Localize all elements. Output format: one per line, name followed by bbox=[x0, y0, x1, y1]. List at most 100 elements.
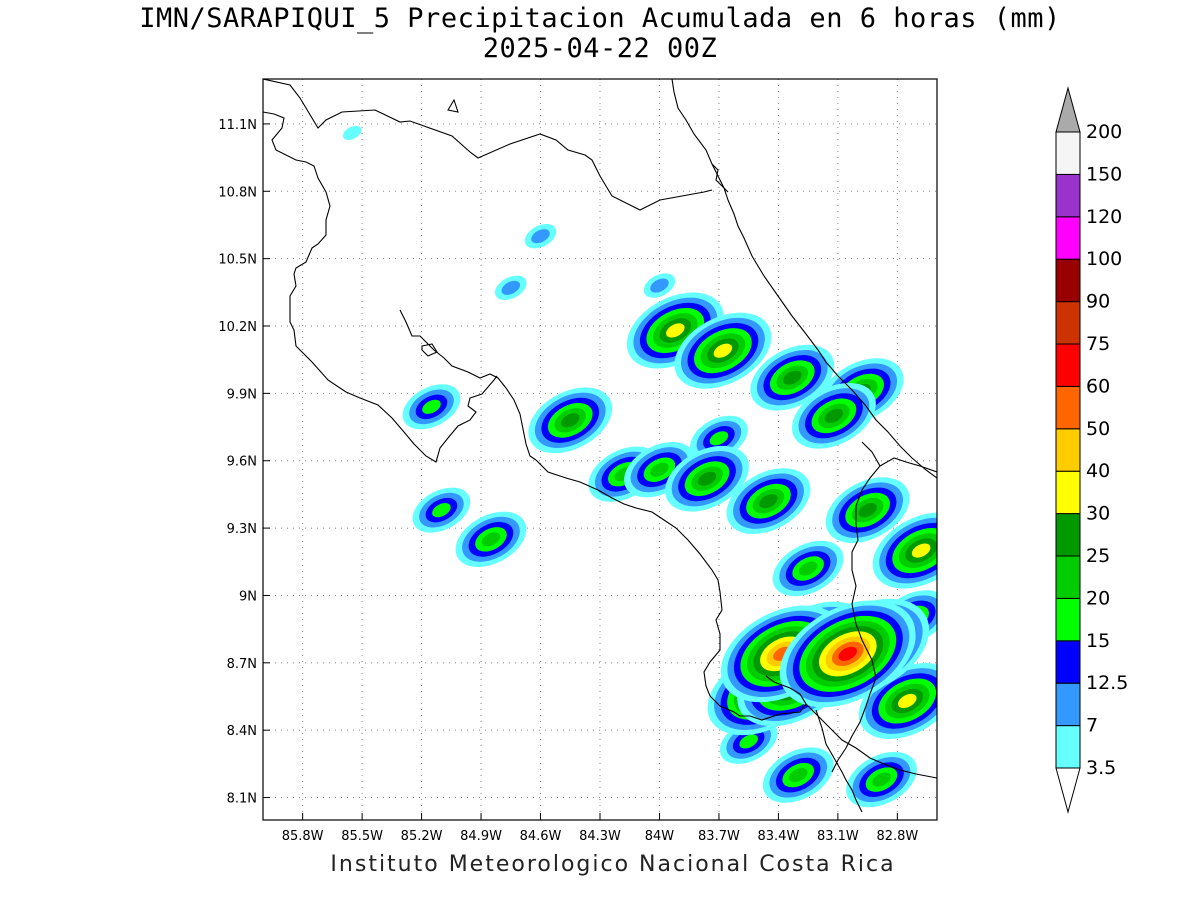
latitude-axis: 11.1N 10.8N 10.5N 10.2N 9.9N 9.6N 9.3N 9N 8.7N 8.… bbox=[218, 118, 270, 807]
precip-cell bbox=[846, 751, 917, 808]
colorbar-label: 200 bbox=[1086, 121, 1122, 143]
precip-contour-level-5 bbox=[824, 408, 844, 423]
lon-tick-label: 85.8W bbox=[282, 829, 324, 844]
colorbar-swatch bbox=[1055, 640, 1081, 684]
precip-cell bbox=[726, 468, 811, 535]
lon-tick-label: 84.3W bbox=[579, 829, 621, 844]
coastline-borders bbox=[263, 79, 937, 813]
lon-tick-label: 84.9W bbox=[460, 829, 502, 844]
lon-tick-label: 84.6W bbox=[520, 829, 562, 844]
precip-cell bbox=[858, 662, 937, 740]
colorbar-label: 3.5 bbox=[1086, 757, 1116, 779]
colorbar-swatch bbox=[1055, 258, 1081, 303]
precip-cell bbox=[455, 511, 527, 568]
colorbar-swatch bbox=[1055, 385, 1081, 430]
lat-tick-label: 9N bbox=[239, 589, 257, 604]
lon-tick-label: 83.7W bbox=[698, 829, 740, 844]
lon-tick-label: 84W bbox=[645, 829, 675, 844]
precip-contour-level-3 bbox=[709, 431, 729, 446]
colorbar-swatch bbox=[1055, 173, 1081, 218]
lat-tick-label: 9.3N bbox=[227, 522, 257, 537]
longitude-axis: 85.8W 85.5W 85.2W 84.9W 84.6W 84.3W 84W 83.7W 83… bbox=[282, 813, 918, 844]
precip-cell bbox=[402, 384, 461, 430]
colorbar-label: 120 bbox=[1086, 206, 1122, 228]
colorbar-swatch bbox=[1055, 725, 1081, 769]
colorbar-label: 15 bbox=[1086, 630, 1110, 652]
precip-cell bbox=[825, 477, 910, 543]
colorbar-label: 100 bbox=[1086, 248, 1122, 270]
lon-tick-label: 82.8W bbox=[876, 829, 918, 844]
colorbar-label: 60 bbox=[1086, 375, 1110, 397]
colorbar-swatch bbox=[1055, 343, 1081, 387]
lat-tick-label: 8.1N bbox=[227, 792, 257, 807]
precip-contour-level-4 bbox=[481, 532, 501, 547]
precip-contour-level-1 bbox=[501, 280, 521, 295]
colorbar-swatch bbox=[1055, 216, 1081, 260]
precip-contour-level-1 bbox=[531, 229, 550, 244]
colorbar-swatch bbox=[1055, 470, 1081, 515]
precip-cell bbox=[528, 387, 613, 454]
colorbar-legend: 3.5 7 12.5 15 20 25 30 40 50 60 75 90 100 120 150 200 bbox=[1055, 86, 1128, 814]
precip-cell bbox=[791, 382, 876, 449]
precip-contour-level-1 bbox=[650, 278, 669, 293]
precip-cell bbox=[750, 344, 835, 411]
precip-contour-level-5 bbox=[697, 471, 717, 486]
precip-cell bbox=[772, 540, 844, 597]
lon-tick-label: 83.4W bbox=[758, 829, 800, 844]
colorbar-label: 75 bbox=[1086, 333, 1110, 355]
precip-cell bbox=[342, 125, 362, 140]
colorbar-label: 90 bbox=[1086, 291, 1110, 313]
precip-cell bbox=[872, 512, 937, 589]
credit-text: Instituto Meteorologico Nacional Costa R… bbox=[330, 852, 896, 877]
precip-contour-level-3 bbox=[422, 399, 441, 414]
colorbar-swatch bbox=[1055, 513, 1081, 557]
precip-contour-level-6 bbox=[897, 693, 917, 709]
colorbar-swatch bbox=[1055, 597, 1081, 642]
colorbar-swatch bbox=[1055, 555, 1081, 599]
colorbar-top-triangle bbox=[1055, 86, 1081, 133]
lat-tick-label: 9.9N bbox=[227, 387, 257, 402]
precip-cell bbox=[412, 487, 471, 533]
precip-contour-level-6 bbox=[911, 543, 931, 558]
lon-tick-label: 85.2W bbox=[401, 829, 443, 844]
map-grid bbox=[263, 79, 937, 820]
precip-cell bbox=[762, 747, 834, 803]
map-background bbox=[263, 79, 937, 820]
precip-contour-level-4 bbox=[650, 462, 669, 477]
precip-contour-level-3 bbox=[739, 734, 758, 749]
colorbar-label: 12.5 bbox=[1086, 672, 1128, 694]
colorbar-label: 30 bbox=[1086, 503, 1110, 525]
precip-contour-level-4 bbox=[872, 772, 891, 787]
colorbar-swatch bbox=[1055, 428, 1081, 472]
colorbar-swatch bbox=[1055, 131, 1081, 175]
map-title: IMN/SARAPIQUI_5 Precipitacion Acumulada … bbox=[139, 3, 1061, 34]
precip-contour-level-5 bbox=[560, 413, 580, 428]
precip-contour-level-4 bbox=[788, 768, 808, 783]
lat-tick-label: 11.1N bbox=[218, 118, 257, 133]
lon-tick-label: 83.1W bbox=[817, 829, 859, 844]
lat-tick-label: 8.4N bbox=[227, 724, 257, 739]
precip-cell bbox=[779, 600, 916, 708]
precip-contour-level-5 bbox=[783, 370, 802, 385]
precip-contour-level-6 bbox=[666, 323, 685, 338]
precip-cell bbox=[643, 273, 676, 298]
colorbar-swatch bbox=[1055, 301, 1081, 345]
colorbar-label: 25 bbox=[1086, 545, 1110, 567]
precip-cell bbox=[665, 445, 749, 512]
colorbar-label: 150 bbox=[1086, 163, 1122, 185]
colorbar-label: 50 bbox=[1086, 418, 1110, 440]
colorbar-label: 40 bbox=[1086, 460, 1110, 482]
precip-contour-level-9 bbox=[838, 646, 858, 661]
lat-tick-label: 8.7N bbox=[227, 657, 257, 672]
colorbar-bottom-triangle bbox=[1055, 767, 1081, 814]
precip-cell bbox=[494, 275, 527, 301]
precip-cell bbox=[524, 223, 557, 249]
precip-cell bbox=[674, 312, 772, 389]
colorbar-label: 7 bbox=[1086, 715, 1098, 737]
precip-contour-level-4 bbox=[798, 561, 818, 576]
map-subtitle-date: 2025-04-22 00Z bbox=[482, 33, 718, 64]
lon-tick-label: 85.5W bbox=[341, 829, 383, 844]
precip-contour-level-5 bbox=[858, 503, 877, 518]
colorbar-label: 20 bbox=[1086, 587, 1110, 609]
